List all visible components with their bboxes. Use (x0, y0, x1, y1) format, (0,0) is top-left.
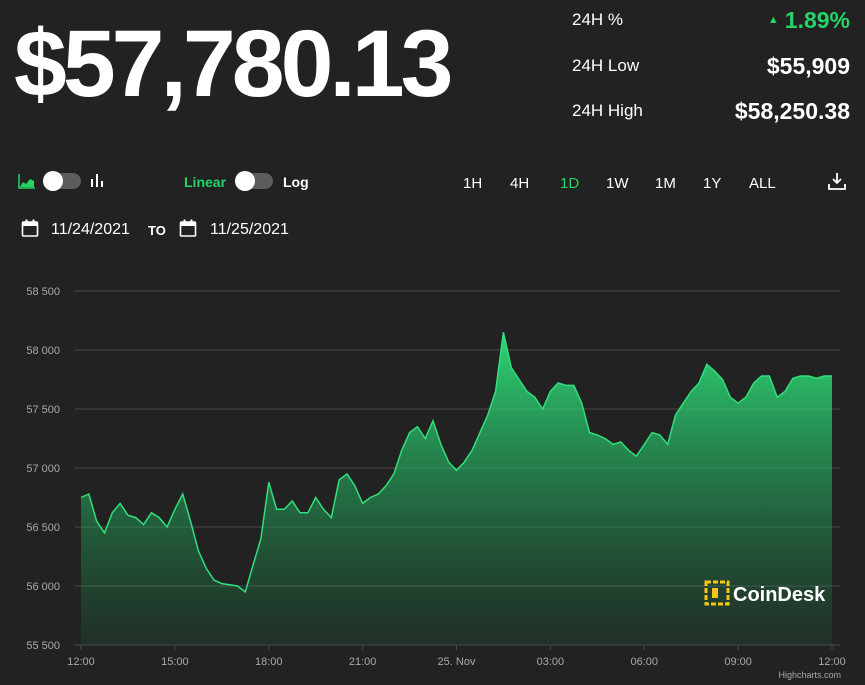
calendar-icon[interactable] (179, 219, 197, 237)
date-to-label: TO (148, 223, 166, 238)
calendar-icon[interactable] (21, 219, 39, 237)
chart-type-toggle[interactable] (43, 171, 81, 191)
range-1w[interactable]: 1W (606, 175, 629, 192)
series-line[interactable] (80, 332, 832, 594)
y-tick-label: 58 500 (26, 286, 60, 298)
y-tick-label: 56 000 (26, 581, 60, 593)
scale-toggle[interactable] (235, 171, 273, 191)
x-tick-label: 03:00 (537, 656, 565, 668)
stat-label: 24H Low (572, 56, 640, 75)
stat-value-text: 1.89% (784, 7, 850, 33)
toggle-knob (235, 171, 255, 191)
chart-toolbar: Linear Log 1H 4H 1D 1W 1M 1Y ALL (0, 168, 865, 198)
y-tick-label: 58 000 (26, 345, 60, 357)
coindesk-logo-icon (704, 580, 730, 606)
watermark-text: CoinDesk (733, 584, 826, 606)
y-axis: 58 500 58 000 57 500 57 000 56 500 56 000 55 5… (26, 286, 60, 652)
x-tick-label: 06:00 (630, 656, 658, 668)
range-1m[interactable]: 1M (655, 175, 676, 192)
x-tick-label: 18:00 (255, 656, 283, 668)
range-all[interactable]: ALL (749, 175, 776, 192)
download-icon[interactable] (828, 172, 846, 190)
x-tick-label: 09:00 (724, 656, 752, 668)
x-tick-label: 25. Nov (438, 656, 476, 668)
stat-label: 24H % (572, 10, 624, 29)
x-tick-label: 12:00 (67, 656, 95, 668)
stat-row-24h-change: 24H % ▲ 1.89% (572, 7, 850, 38)
y-tick-label: 57 000 (26, 463, 60, 475)
bar-chart-icon[interactable] (90, 172, 104, 188)
area-chart-icon[interactable] (18, 173, 36, 189)
highcharts-credits[interactable]: Highcharts.com (778, 670, 841, 680)
stat-value-low: $55,909 (766, 53, 850, 79)
current-price: $57,780.13 (14, 11, 453, 117)
y-tick-label: 55 500 (26, 640, 60, 652)
y-tick-label: 57 500 (26, 404, 60, 416)
x-tick-label: 21:00 (349, 656, 377, 668)
date-to[interactable]: 11/25/2021 (210, 221, 289, 238)
date-range: 11/24/2021 TO 11/25/2021 (0, 214, 400, 244)
y-tick-label: 56 500 (26, 522, 60, 534)
x-tick-label: 15:00 (161, 656, 189, 668)
x-tick-label: 12:00 (818, 656, 846, 668)
range-4h[interactable]: 4H (510, 175, 530, 192)
series-area (81, 332, 832, 645)
stat-row-24h-low: 24H Low $55,909 (572, 53, 850, 84)
stat-label: 24H High (572, 101, 643, 120)
stat-row-24h-high: 24H High $58,250.38 (572, 98, 850, 129)
toggle-knob (43, 171, 63, 191)
stat-value-high: $58,250.38 (734, 98, 850, 124)
coindesk-watermark: CoinDesk (704, 580, 826, 606)
range-1h[interactable]: 1H (463, 175, 483, 192)
range-1d[interactable]: 1D (560, 175, 580, 192)
up-arrow-icon: ▲ (767, 14, 779, 26)
date-from[interactable]: 11/24/2021 (51, 221, 130, 238)
x-axis: 12:00 15:00 18:00 21:00 25. Nov 03:00 06:00 09:… (67, 645, 846, 668)
series-layer (80, 332, 832, 645)
stat-value-change: ▲ 1.89% (768, 7, 850, 34)
range-1y[interactable]: 1Y (703, 175, 722, 192)
scale-log-label[interactable]: Log (283, 174, 309, 190)
scale-linear-label[interactable]: Linear (184, 174, 227, 190)
